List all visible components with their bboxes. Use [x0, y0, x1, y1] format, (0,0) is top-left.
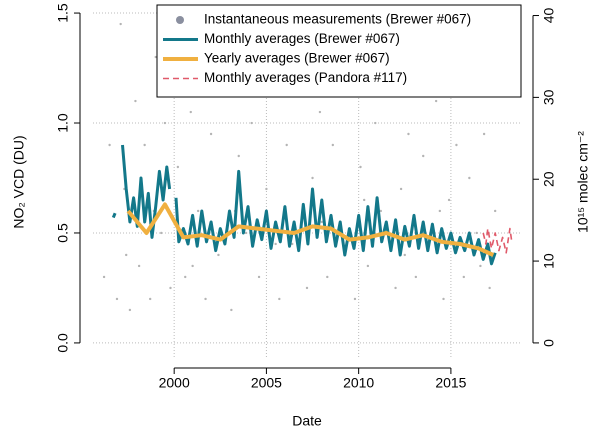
measurement-point	[169, 286, 172, 290]
measurement-point	[311, 176, 314, 180]
measurement-point	[468, 176, 471, 180]
measurement-point	[189, 110, 192, 114]
legend-label: Yearly averages (Brewer #067)	[204, 51, 390, 66]
measurement-point	[320, 220, 323, 224]
y2-axis-title: 10¹⁵ molec cm⁻²	[575, 131, 591, 233]
measurement-point	[278, 297, 281, 301]
measurement-point	[257, 275, 261, 279]
measurement-point	[482, 132, 486, 136]
measurement-point	[479, 264, 482, 268]
measurement-point	[184, 275, 187, 279]
measurement-point	[102, 275, 106, 279]
measurement-point	[438, 209, 442, 213]
thick-series	[126, 202, 495, 257]
measurement-point	[447, 198, 451, 202]
measurement-point	[209, 132, 213, 136]
measurement-point	[493, 209, 497, 213]
y2-tick-label: 0	[541, 339, 557, 347]
measurement-point	[237, 154, 240, 158]
legend-label: Instantaneous measurements (Brewer #067)	[204, 12, 471, 27]
legend-marker	[176, 16, 184, 24]
measurement-point	[244, 231, 248, 235]
measurement-point	[366, 264, 370, 268]
measurement-point	[414, 275, 418, 279]
y2-tick-label: 30	[541, 89, 557, 105]
x-axis-title: Date	[292, 413, 322, 429]
measurement-point	[115, 297, 119, 301]
measurement-point	[128, 308, 132, 312]
measurement-point	[318, 110, 322, 114]
measurement-point	[196, 209, 200, 213]
measurement-point	[488, 286, 491, 290]
measurement-point	[362, 198, 366, 202]
measurement-point	[108, 143, 111, 147]
measurement-point	[394, 286, 397, 290]
measurement-point	[274, 242, 277, 246]
measurement-point	[462, 275, 466, 279]
measurement-point	[176, 165, 180, 169]
x-tick-label: 2010	[343, 375, 374, 391]
measurement-point	[125, 253, 128, 257]
y-tick-label: 1.0	[55, 113, 71, 133]
measurement-point	[134, 99, 137, 103]
y2-tick-label: 20	[541, 171, 557, 187]
dashed-series	[482, 227, 513, 254]
measurement-point	[434, 99, 438, 103]
y2-tick-label: 40	[541, 8, 557, 24]
measurement-point	[143, 143, 146, 147]
legend-box	[156, 4, 522, 98]
measurement-point	[442, 297, 445, 301]
measurement-point	[137, 264, 141, 268]
measurement-point	[475, 231, 478, 235]
measurement-point	[119, 22, 122, 26]
measurement-point	[353, 297, 357, 301]
y-tick-label: 1.5	[55, 3, 71, 23]
x-tick-label: 2015	[435, 375, 466, 391]
y-tick-label: 0.5	[55, 223, 71, 243]
x-tick-label: 2000	[159, 375, 190, 391]
measurement-point	[154, 55, 157, 59]
line-series	[111, 144, 497, 266]
measurement-point	[399, 187, 403, 191]
measurement-point	[359, 165, 362, 169]
measurement-point	[204, 297, 207, 301]
measurement-point	[160, 231, 163, 235]
measurement-point	[191, 264, 194, 268]
y-axis-title: NO₂ VCD (DU)	[11, 135, 27, 228]
legend-label: Monthly averages (Brewer #067)	[204, 31, 400, 46]
measurement-point	[291, 242, 294, 246]
y2-tick-label: 10	[541, 253, 557, 269]
measurement-point	[403, 253, 406, 257]
x-tick-label: 2005	[251, 375, 282, 391]
measurement-point	[163, 121, 167, 125]
measurement-point	[285, 143, 288, 147]
measurement-point	[455, 143, 458, 147]
measurement-point	[407, 132, 410, 136]
measurement-point	[265, 187, 268, 191]
measurement-point	[374, 121, 377, 125]
measurement-point	[148, 297, 152, 301]
measurement-point	[422, 154, 425, 158]
measurement-point	[379, 209, 382, 213]
measurement-point	[326, 275, 329, 279]
measurement-point	[230, 308, 233, 312]
measurement-point	[250, 121, 253, 125]
y-tick-label: 0.0	[55, 333, 71, 353]
measurement-point	[331, 143, 335, 147]
measurement-point	[305, 286, 309, 290]
measurement-point	[217, 253, 220, 257]
legend-label: Monthly averages (Pandora #117)	[204, 70, 407, 85]
